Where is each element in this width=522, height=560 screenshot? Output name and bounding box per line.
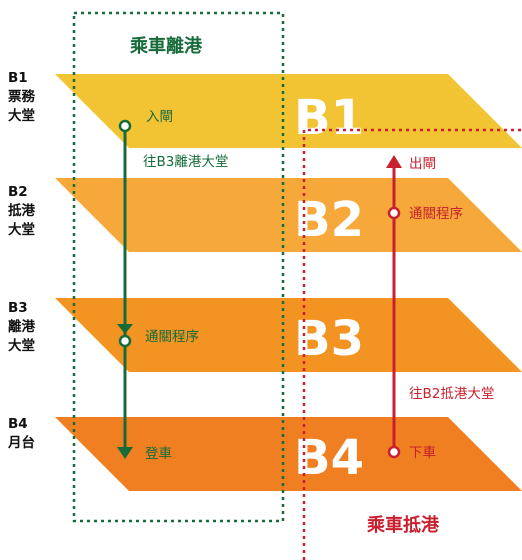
svg-text:票務: 票務 [8, 88, 35, 105]
departure-node-procedure [118, 334, 132, 348]
floor-label-b1: B1 票務 大堂 [8, 70, 35, 124]
arrival-step-alight: 下車 [409, 445, 436, 461]
floor-slab-b4 [55, 417, 522, 491]
floor-slab-b2 [55, 178, 522, 252]
departure-node-entry [118, 119, 132, 133]
arrival-node-procedure [387, 206, 401, 220]
svg-text:月台: 月台 [7, 434, 35, 451]
departure-zone [72, 11, 285, 523]
svg-text:大堂: 大堂 [8, 337, 35, 354]
floor-slab-b3 [55, 298, 522, 372]
floor-slab-b1 [55, 74, 522, 148]
departure-step-procedure: 通關程序 [145, 329, 199, 345]
svg-text:離港: 離港 [8, 318, 35, 335]
arrival-title: 乘車抵港 [366, 514, 440, 536]
arrival-step-exit: 出閘 [409, 156, 436, 172]
floor-label-b4: B4 月台 [7, 416, 35, 451]
arrival-step-procedure: 通關程序 [409, 206, 463, 222]
svg-text:B4: B4 [8, 416, 28, 432]
arrival-node-alight [387, 445, 401, 459]
svg-text:B1: B1 [8, 70, 28, 86]
floor-big-label-b2: B2 [294, 192, 364, 248]
floor-big-label-b4: B4 [294, 430, 364, 486]
departure-step-board: 登車 [145, 446, 172, 462]
svg-text:B2: B2 [8, 184, 28, 200]
floor-label-b3: B3 離港 大堂 [8, 300, 35, 354]
departure-arrow-to-board [117, 447, 133, 459]
svg-text:大堂: 大堂 [8, 221, 35, 238]
svg-text:大堂: 大堂 [8, 107, 35, 124]
svg-text:抵港: 抵港 [8, 202, 35, 219]
departure-title: 乘車離港 [129, 35, 203, 57]
arrival-arrow-to-exit [386, 155, 402, 168]
departure-transfer-label: 往B3離港大堂 [143, 154, 228, 170]
arrival-transfer-label: 往B2抵港大堂 [409, 386, 494, 402]
departure-arrow-to-procedure [117, 324, 133, 334]
svg-text:B3: B3 [8, 300, 28, 316]
floor-big-label-b1: B1 [294, 90, 364, 146]
arrival-zone [302, 128, 522, 560]
floor-label-b2: B2 抵港 大堂 [8, 184, 35, 238]
floor-big-label-b3: B3 [294, 311, 364, 367]
departure-step-entry: 入閘 [146, 109, 173, 125]
